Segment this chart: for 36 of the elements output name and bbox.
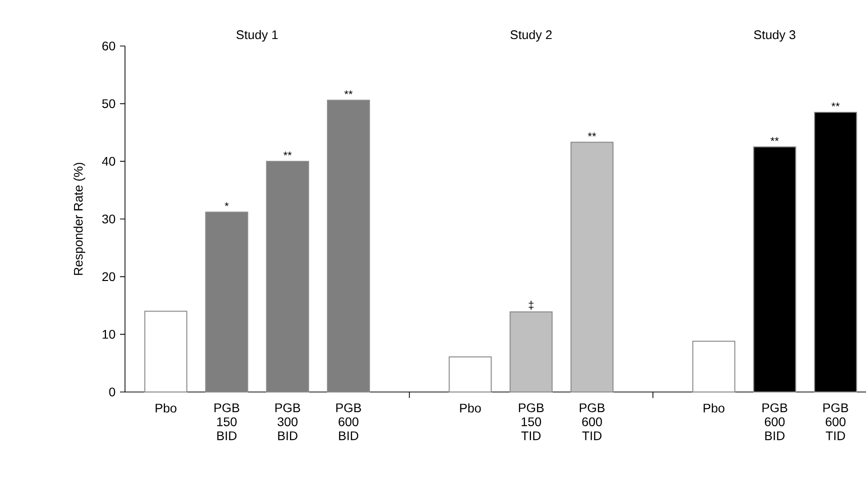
text: Study 1 <box>236 30 278 42</box>
y-tick-label: 60 <box>102 42 116 50</box>
bar <box>510 311 553 392</box>
y-tick-label: 30 <box>102 214 116 224</box>
bar <box>266 160 310 392</box>
data-label: ‡ <box>528 300 534 310</box>
x-tick-label: Pbo <box>704 403 724 413</box>
x-tick-label: PGB 150 BID <box>214 403 240 440</box>
bar <box>205 212 248 392</box>
y-tick-label: 40 <box>102 156 116 166</box>
x-tick-label: PGB 600 BID <box>762 403 788 440</box>
text: Study 3 <box>754 30 796 42</box>
bar <box>448 356 492 392</box>
y-tick-label: 0 <box>109 388 116 396</box>
y-tick-label: 10 <box>102 330 116 339</box>
bar <box>570 142 614 392</box>
data-label: ** <box>831 102 840 106</box>
data-label: ** <box>344 90 353 94</box>
data-label: ** <box>283 152 292 156</box>
x-tick-label: Pbo <box>460 403 481 413</box>
data-label: * <box>224 202 229 206</box>
x-tick-label: PGB 600 TID <box>580 403 605 440</box>
data-label: ** <box>588 132 596 136</box>
y-tick-label: 50 <box>102 99 116 108</box>
bar <box>326 100 370 392</box>
x-tick-label: Pbo <box>156 403 176 413</box>
x-tick-label: PGB 600 BID <box>336 403 361 440</box>
x-tick-label: PGB 600 TID <box>823 403 848 440</box>
text: Study 2 <box>510 30 552 42</box>
x-tick-label: PGB 300 BID <box>275 403 300 440</box>
y-tick-label: 20 <box>102 272 116 282</box>
bar <box>144 310 188 392</box>
bar <box>692 340 736 392</box>
x-tick-label: PGB 150 TID <box>518 403 544 440</box>
y-axis-title: Responder Rate (%) <box>74 162 86 275</box>
data-label: ** <box>770 137 779 142</box>
